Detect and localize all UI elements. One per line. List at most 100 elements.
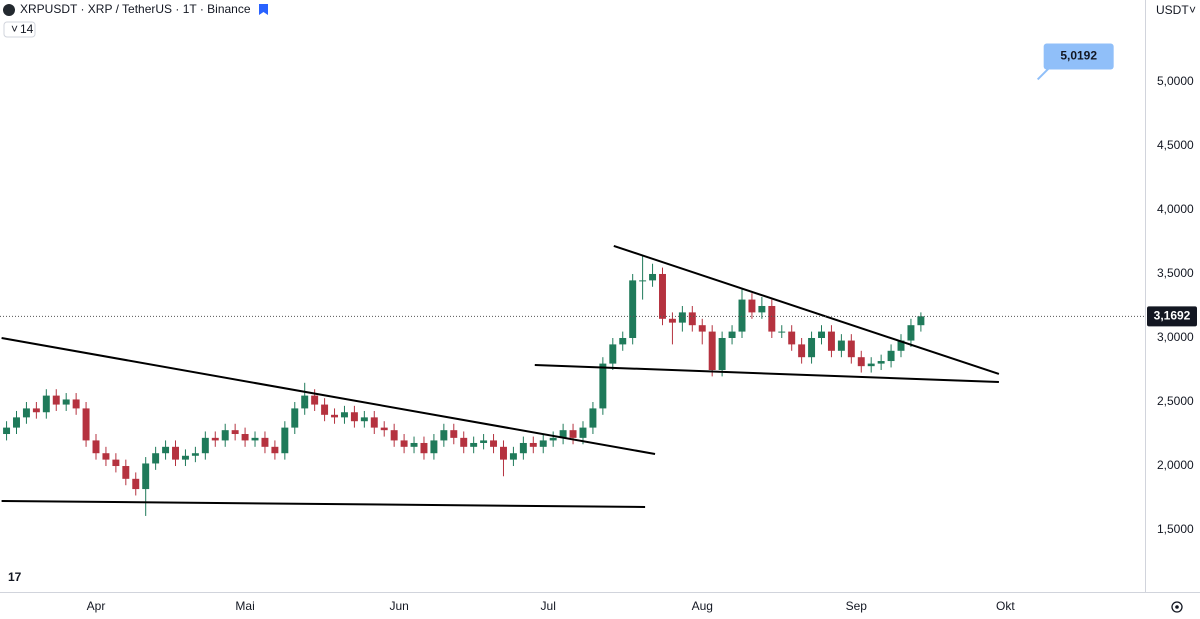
candle-body bbox=[509, 453, 517, 460]
candle-body bbox=[847, 340, 855, 358]
candle-body bbox=[450, 430, 458, 438]
y-tick-label: 4,5000 bbox=[1157, 138, 1194, 152]
candle-body bbox=[221, 430, 229, 441]
candle-body bbox=[748, 299, 756, 313]
candle-body bbox=[718, 337, 726, 370]
x-tick-label: Okt bbox=[996, 599, 1015, 613]
candle-body bbox=[788, 331, 796, 345]
candle-body bbox=[549, 437, 557, 441]
symbol-title: XRPUSDT · XRP / TetherUS · 1T · Binance bbox=[20, 2, 251, 16]
candle-body bbox=[649, 273, 657, 281]
candle-body bbox=[589, 408, 597, 428]
candle-body bbox=[480, 440, 488, 443]
candle-body bbox=[569, 430, 577, 438]
candle-body bbox=[410, 442, 418, 447]
chevron: ˅ bbox=[1189, 3, 1196, 17]
candle-body bbox=[778, 331, 786, 333]
candle-body bbox=[867, 363, 875, 367]
candle-body bbox=[519, 442, 527, 454]
candle-body bbox=[321, 404, 329, 415]
candle-body bbox=[102, 453, 110, 460]
x-tick-label: Jul bbox=[541, 599, 556, 613]
candle-body bbox=[490, 440, 498, 447]
candle-body bbox=[112, 459, 120, 467]
candle-body bbox=[201, 437, 209, 454]
candle-body bbox=[13, 417, 20, 428]
indicator-value: 14 bbox=[20, 22, 34, 36]
callout-box bbox=[1043, 43, 1114, 70]
candle-body bbox=[251, 437, 259, 441]
candle-body bbox=[22, 408, 30, 418]
candle-body bbox=[887, 350, 895, 362]
candle-body bbox=[3, 427, 11, 435]
candle-body bbox=[837, 340, 845, 351]
x-tick-label: Jun bbox=[389, 599, 408, 613]
candle-body bbox=[917, 316, 925, 326]
x-tick-label: Aug bbox=[692, 599, 713, 613]
candle-body bbox=[122, 466, 130, 479]
last-price-label: 3,1692 bbox=[1154, 309, 1191, 323]
candle-body bbox=[52, 395, 60, 405]
candle-body bbox=[470, 442, 478, 447]
candle-body bbox=[579, 427, 587, 438]
candle-body bbox=[559, 430, 567, 438]
trend-line bbox=[534, 364, 999, 384]
y-tick-label: 3,0000 bbox=[1157, 330, 1194, 344]
candle-body bbox=[609, 344, 617, 364]
candle-body bbox=[907, 325, 915, 341]
settings-icon[interactable] bbox=[1171, 601, 1183, 613]
candle-body bbox=[291, 408, 299, 428]
candle-body bbox=[659, 273, 666, 319]
y-tick-label: 3,5000 bbox=[1157, 266, 1194, 280]
y-tick-label: 4,0000 bbox=[1157, 202, 1194, 216]
candle-body bbox=[897, 340, 905, 351]
candle-body bbox=[360, 417, 368, 422]
candle-body bbox=[798, 344, 806, 358]
candle-body bbox=[271, 446, 279, 454]
x-tick-label: Apr bbox=[87, 599, 106, 613]
candle-body bbox=[738, 299, 746, 332]
chevron: ˅ bbox=[11, 22, 18, 36]
trend-line bbox=[1, 337, 656, 455]
candle-body bbox=[400, 440, 408, 447]
candle-body bbox=[678, 312, 686, 323]
candle-body bbox=[619, 337, 627, 345]
symbol-icon bbox=[3, 4, 15, 16]
candle-body bbox=[698, 325, 706, 332]
candle-body bbox=[340, 412, 348, 418]
candle-body bbox=[82, 408, 90, 441]
candle-body bbox=[380, 427, 388, 431]
candle-body bbox=[499, 446, 507, 460]
candle-body bbox=[728, 331, 736, 338]
candle-body bbox=[62, 399, 70, 405]
currency-selector[interactable]: USDT bbox=[1156, 3, 1189, 17]
logo: 17 bbox=[8, 570, 22, 584]
candle-body bbox=[758, 305, 766, 313]
candle-body bbox=[301, 395, 309, 409]
candle-body bbox=[241, 434, 249, 441]
candle-body bbox=[668, 318, 676, 323]
flag-icon bbox=[259, 4, 268, 15]
candle-body bbox=[172, 446, 179, 460]
candle-body bbox=[808, 337, 816, 358]
candle-body bbox=[152, 453, 160, 464]
candle-body bbox=[211, 437, 219, 441]
y-tick-label: 1,5000 bbox=[1157, 522, 1194, 536]
candle-body bbox=[639, 280, 647, 282]
candle-body bbox=[877, 361, 885, 364]
indicator-toggle[interactable] bbox=[3, 21, 36, 38]
candle-body bbox=[708, 331, 716, 370]
candle-body bbox=[350, 412, 358, 422]
y-tick-label: 5,0000 bbox=[1157, 74, 1194, 88]
callout-label: 5,0192 bbox=[1060, 49, 1097, 63]
candle-body bbox=[768, 305, 776, 332]
candle-body bbox=[390, 430, 398, 441]
candle-body bbox=[688, 312, 696, 326]
candle-body bbox=[331, 414, 339, 418]
candle-body bbox=[599, 363, 607, 409]
trend-line bbox=[1, 499, 646, 508]
y-tick-label: 2,0000 bbox=[1157, 458, 1194, 472]
candle-body bbox=[142, 463, 150, 490]
